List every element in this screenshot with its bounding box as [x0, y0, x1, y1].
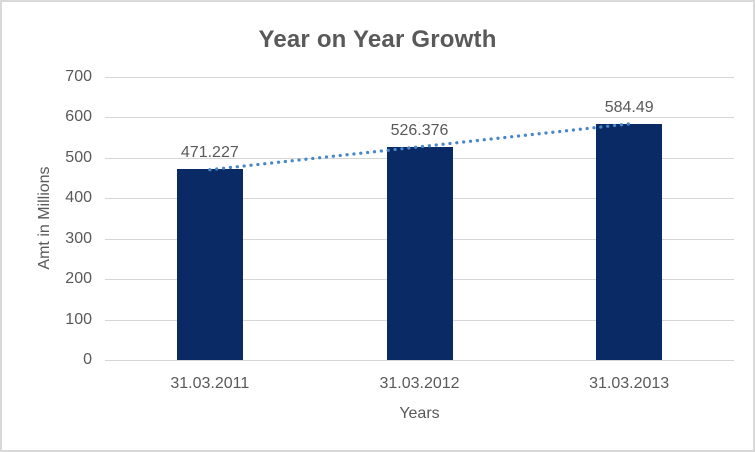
gridline — [105, 360, 734, 361]
plot-area — [105, 77, 734, 361]
y-tick-label: 200 — [65, 270, 92, 288]
gridline — [105, 117, 734, 119]
x-tick-label: 31.03.2011 — [170, 375, 250, 392]
y-tick-label: 500 — [65, 148, 92, 166]
bar — [596, 123, 663, 360]
bar-data-label: 584.49 — [604, 98, 654, 116]
x-tick-label: 31.03.2012 — [379, 375, 460, 392]
bar-data-label: 471.227 — [180, 144, 239, 162]
y-tick-label: 600 — [65, 108, 92, 126]
bar — [386, 147, 453, 360]
y-tick-label: 300 — [65, 229, 92, 247]
y-tick-label: 0 — [83, 351, 92, 368]
gridline — [105, 77, 734, 78]
bar-data-label: 526.376 — [390, 122, 449, 140]
bar — [176, 169, 243, 360]
y-tick-label: 100 — [65, 310, 92, 328]
chart-title: Year on Year Growth — [258, 26, 497, 53]
y-tick-label: 400 — [65, 189, 92, 207]
y-axis-title: Amt in Millions — [36, 166, 53, 270]
y-tick-label: 700 — [65, 68, 92, 85]
x-tick-label: 31.03.2013 — [589, 375, 670, 392]
x-axis-title: Years — [399, 405, 440, 422]
